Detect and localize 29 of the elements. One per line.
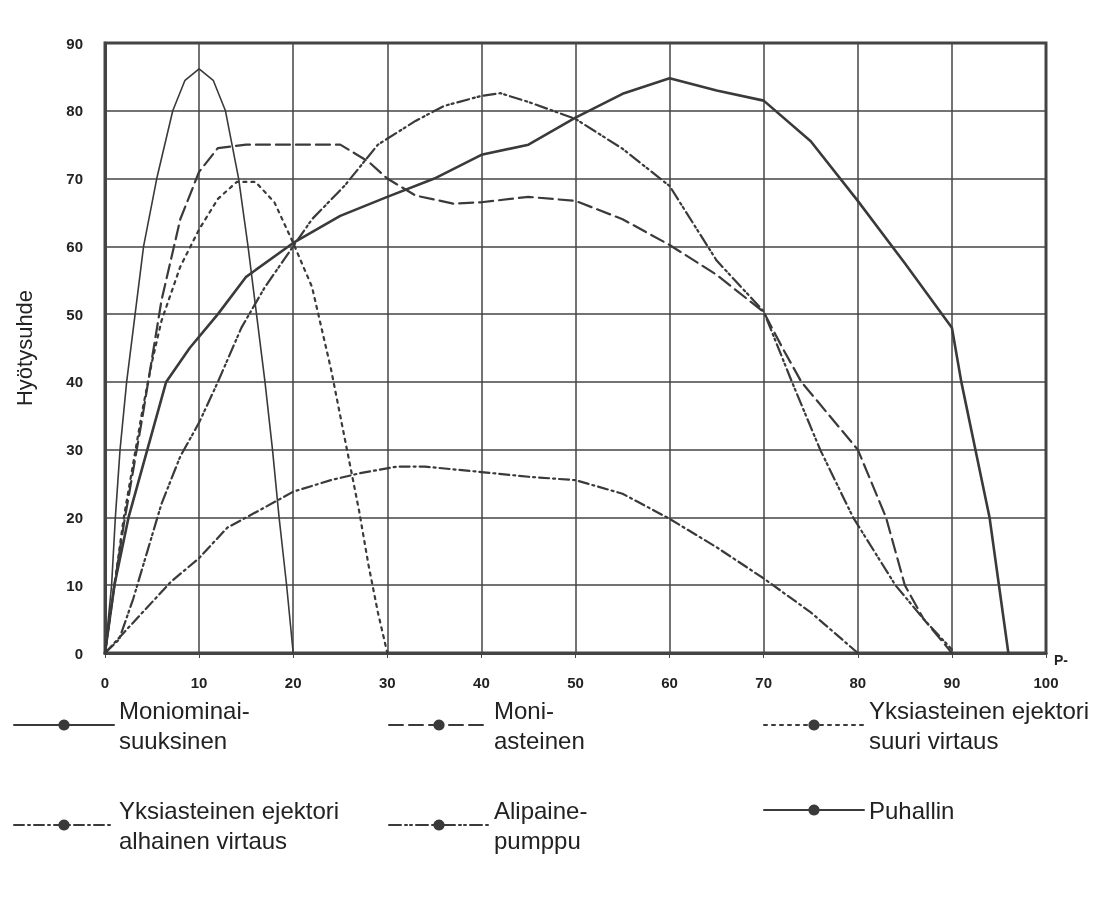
x-tick-label: 40 — [473, 674, 490, 691]
x-tick-label: 50 — [567, 674, 584, 691]
y-tick-label: 40 — [66, 373, 83, 391]
y-tick-label: 90 — [66, 34, 83, 52]
y-tick-label: 60 — [66, 237, 83, 255]
legend-label: Yksiasteinen ejektori suuri virtaus — [869, 696, 1090, 754]
legend-label: Moni- asteinen — [494, 696, 585, 754]
legend-label: Moniominai- suuksinen — [119, 696, 250, 754]
legend-label: Alipaine- pumppu — [494, 796, 588, 854]
x-tick-label: 80 — [849, 674, 867, 691]
y-tick-label: 0 — [74, 644, 83, 662]
x-axis-title: P- — [1054, 652, 1069, 668]
y-tick-label: 80 — [66, 102, 83, 120]
legend-label: Puhallin — [869, 796, 955, 824]
y-tick-label: 10 — [66, 576, 83, 594]
x-tick-label: 90 — [943, 674, 961, 691]
y-axis-title: Hyötysuhde — [11, 289, 37, 407]
x-tick-label: 60 — [661, 674, 678, 691]
x-tick-label: 100 — [1033, 674, 1059, 691]
x-tick-label: 10 — [190, 674, 208, 691]
x-tick-label: 70 — [755, 674, 773, 691]
x-tick-label: 20 — [284, 674, 302, 691]
y-tick-label: 70 — [66, 170, 83, 188]
y-tick-label: 30 — [66, 441, 83, 459]
x-tick-label: 0 — [100, 674, 110, 691]
legend-label: Yksiasteinen ejektori alhainen virtaus — [119, 796, 340, 854]
y-tick-label: 50 — [66, 305, 83, 323]
y-tick-label: 20 — [66, 508, 83, 526]
x-tick-label: 30 — [378, 674, 396, 691]
